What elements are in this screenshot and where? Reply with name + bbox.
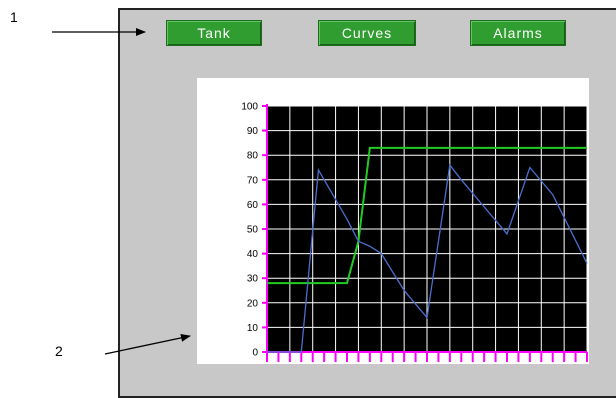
hmi-panel: Tank Curves Alarms 0 10 20 30 40 50 60 70 80 90 10… — [118, 8, 616, 398]
y-tick-label: 30 — [247, 274, 259, 285]
y-tick-label: 100 — [241, 102, 258, 113]
y-tick-label: 50 — [247, 225, 259, 236]
y-tick-label: 60 — [247, 200, 259, 211]
series-line-2 — [267, 163, 588, 353]
y-tick-label: 10 — [247, 323, 259, 334]
y-tick-label: 20 — [247, 298, 259, 309]
y-tick-label: 80 — [247, 151, 259, 162]
y-tick-label: 70 — [247, 175, 259, 186]
tank-button[interactable]: Tank — [166, 20, 262, 46]
callout-number-2: 2 — [55, 343, 63, 359]
y-tick-label: 90 — [247, 126, 259, 137]
trend-chart: 0 10 20 30 40 50 60 70 80 90 100 — [197, 78, 589, 364]
y-tick-label: 0 — [252, 348, 258, 359]
y-tick-label: 40 — [247, 249, 259, 260]
callout-number-1: 1 — [10, 9, 18, 25]
curves-button[interactable]: Curves — [318, 20, 416, 46]
alarms-button[interactable]: Alarms — [470, 20, 566, 46]
trend-chart-svg: 0 10 20 30 40 50 60 70 80 90 100 — [241, 102, 588, 362]
